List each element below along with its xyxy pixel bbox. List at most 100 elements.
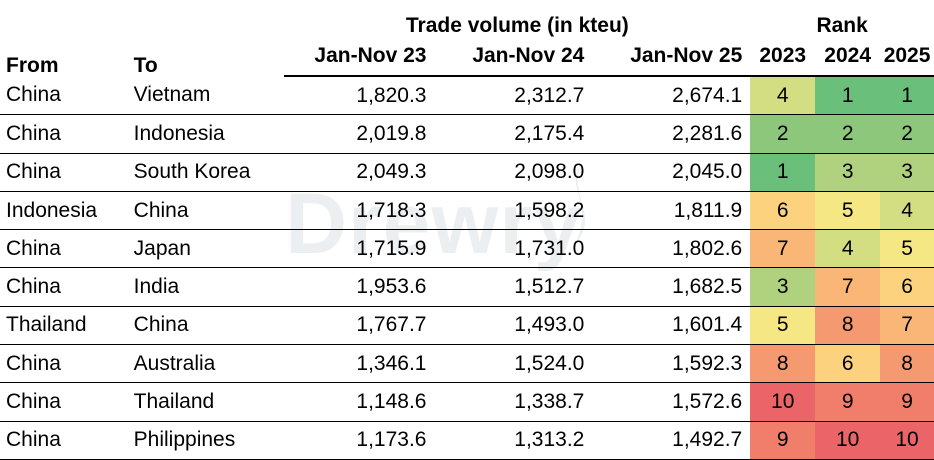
table-row: China Vietnam 1,820.3 2,312.7 2,674.1 4 1 1 bbox=[0, 76, 934, 116]
cell-rank: 4 bbox=[750, 76, 816, 116]
cell-rank: 3 bbox=[815, 153, 881, 192]
cell-rank: 8 bbox=[880, 344, 934, 384]
cell-to: Japan bbox=[127, 229, 285, 269]
cell-rank: 9 bbox=[815, 382, 881, 422]
table-row: China Thailand 1,148.6 1,338.7 1,572.6 10 9 9 bbox=[0, 382, 934, 422]
cell-from: China bbox=[0, 153, 128, 192]
cell-volume: 1,718.3 bbox=[284, 191, 435, 231]
cell-volume: 1,492.7 bbox=[592, 421, 751, 460]
cell-volume: 2,045.0 bbox=[592, 153, 751, 192]
cell-volume: 2,312.7 bbox=[434, 76, 593, 116]
cell-rank: 3 bbox=[750, 267, 816, 307]
cell-to: China bbox=[127, 191, 285, 231]
cell-to: Philippines bbox=[127, 421, 285, 460]
header-rank-group: Rank bbox=[816, 14, 868, 37]
cell-rank: 10 bbox=[815, 421, 881, 460]
cell-to: India bbox=[127, 267, 285, 307]
cell-volume: 2,281.6 bbox=[592, 114, 751, 154]
cell-rank: 9 bbox=[880, 382, 934, 422]
cell-volume: 2,098.0 bbox=[434, 153, 593, 192]
cell-rank: 7 bbox=[880, 306, 934, 346]
cell-to: South Korea bbox=[127, 153, 285, 192]
cell-rank: 5 bbox=[750, 306, 816, 346]
cell-rank: 1 bbox=[880, 76, 934, 116]
cell-rank: 9 bbox=[750, 421, 816, 460]
cell-to: Vietnam bbox=[127, 76, 285, 116]
table-row: Thailand China 1,767.7 1,493.0 1,601.4 5 8 7 bbox=[0, 306, 934, 346]
cell-rank: 3 bbox=[880, 153, 934, 192]
cell-volume: 1,173.6 bbox=[284, 421, 435, 460]
cell-volume: 1,313.2 bbox=[434, 421, 593, 460]
cell-volume: 1,524.0 bbox=[434, 344, 593, 384]
cell-volume: 1,601.4 bbox=[592, 306, 751, 346]
cell-rank: 7 bbox=[750, 229, 816, 269]
cell-rank: 2 bbox=[880, 114, 934, 154]
cell-to: China bbox=[127, 306, 285, 346]
cell-rank: 1 bbox=[750, 153, 816, 192]
header-from: From bbox=[6, 54, 59, 77]
cell-volume: 1,953.6 bbox=[284, 267, 435, 307]
cell-volume: 1,338.7 bbox=[434, 382, 593, 422]
table-row: China South Korea 2,049.3 2,098.0 2,045.0 1 3 3 bbox=[0, 153, 934, 192]
cell-from: China bbox=[0, 421, 128, 460]
cell-rank: 10 bbox=[880, 421, 934, 460]
cell-rank: 7 bbox=[815, 267, 881, 307]
cell-rank: 6 bbox=[750, 191, 816, 231]
cell-rank: 4 bbox=[880, 191, 934, 231]
cell-rank: 8 bbox=[815, 306, 881, 346]
cell-volume: 1,148.6 bbox=[284, 382, 435, 422]
header-rank-year: 2025 bbox=[880, 36, 934, 77]
cell-rank: 6 bbox=[880, 267, 934, 307]
cell-to: Australia bbox=[127, 344, 285, 384]
header-to: To bbox=[133, 54, 158, 77]
header-volume-period: Jan-Nov 25 bbox=[592, 36, 751, 77]
cell-volume: 2,049.3 bbox=[284, 153, 435, 192]
header-rank-year: 2024 bbox=[815, 36, 881, 77]
cell-rank: 8 bbox=[750, 344, 816, 384]
header-volume-period: Jan-Nov 24 bbox=[434, 36, 593, 77]
cell-from: China bbox=[0, 267, 128, 307]
cell-rank: 5 bbox=[880, 229, 934, 269]
cell-volume: 1,512.7 bbox=[434, 267, 593, 307]
cell-rank: 10 bbox=[750, 382, 816, 422]
cell-rank: 2 bbox=[815, 114, 881, 154]
table-row: China Indonesia 2,019.8 2,175.4 2,281.6 2 2 2 bbox=[0, 114, 934, 154]
table-row: China India 1,953.6 1,512.7 1,682.5 3 7 6 bbox=[0, 267, 934, 307]
cell-rank: 5 bbox=[815, 191, 881, 231]
cell-volume: 1,802.6 bbox=[592, 229, 751, 269]
cell-to: Thailand bbox=[127, 382, 285, 422]
cell-from: China bbox=[0, 76, 128, 116]
cell-from: Thailand bbox=[0, 306, 128, 346]
cell-volume: 1,598.2 bbox=[434, 191, 593, 231]
cell-from: China bbox=[0, 382, 128, 422]
header-volume-period: Jan-Nov 23 bbox=[284, 36, 435, 77]
cell-volume: 2,175.4 bbox=[434, 114, 593, 154]
cell-rank: 6 bbox=[815, 344, 881, 384]
cell-volume: 1,731.0 bbox=[434, 229, 593, 269]
header-volume-group: Trade volume (in kteu) bbox=[405, 14, 629, 37]
cell-volume: 1,682.5 bbox=[592, 267, 751, 307]
cell-volume: 2,674.1 bbox=[592, 76, 751, 116]
cell-rank: 1 bbox=[815, 76, 881, 116]
cell-from: China bbox=[0, 114, 128, 154]
cell-volume: 1,493.0 bbox=[434, 306, 593, 346]
cell-volume: 1,592.3 bbox=[592, 344, 751, 384]
table-row: China Australia 1,346.1 1,524.0 1,592.3 8 6 8 bbox=[0, 344, 934, 384]
cell-volume: 1,715.9 bbox=[284, 229, 435, 269]
table-row: China Japan 1,715.9 1,731.0 1,802.6 7 4 5 bbox=[0, 229, 934, 269]
cell-volume: 1,572.6 bbox=[592, 382, 751, 422]
cell-volume: 1,820.3 bbox=[284, 76, 435, 116]
cell-from: China bbox=[0, 344, 128, 384]
header-rank-year: 2023 bbox=[750, 36, 816, 77]
cell-volume: 1,346.1 bbox=[284, 344, 435, 384]
cell-rank: 2 bbox=[750, 114, 816, 154]
cell-volume: 1,811.9 bbox=[592, 191, 751, 231]
cell-from: Indonesia bbox=[0, 191, 128, 231]
cell-rank: 4 bbox=[815, 229, 881, 269]
table-row: Indonesia China 1,718.3 1,598.2 1,811.9 6 5 4 bbox=[0, 191, 934, 231]
cell-to: Indonesia bbox=[127, 114, 285, 154]
cell-volume: 2,019.8 bbox=[284, 114, 435, 154]
table-row: China Philippines 1,173.6 1,313.2 1,492.7 9 10… bbox=[0, 421, 934, 460]
